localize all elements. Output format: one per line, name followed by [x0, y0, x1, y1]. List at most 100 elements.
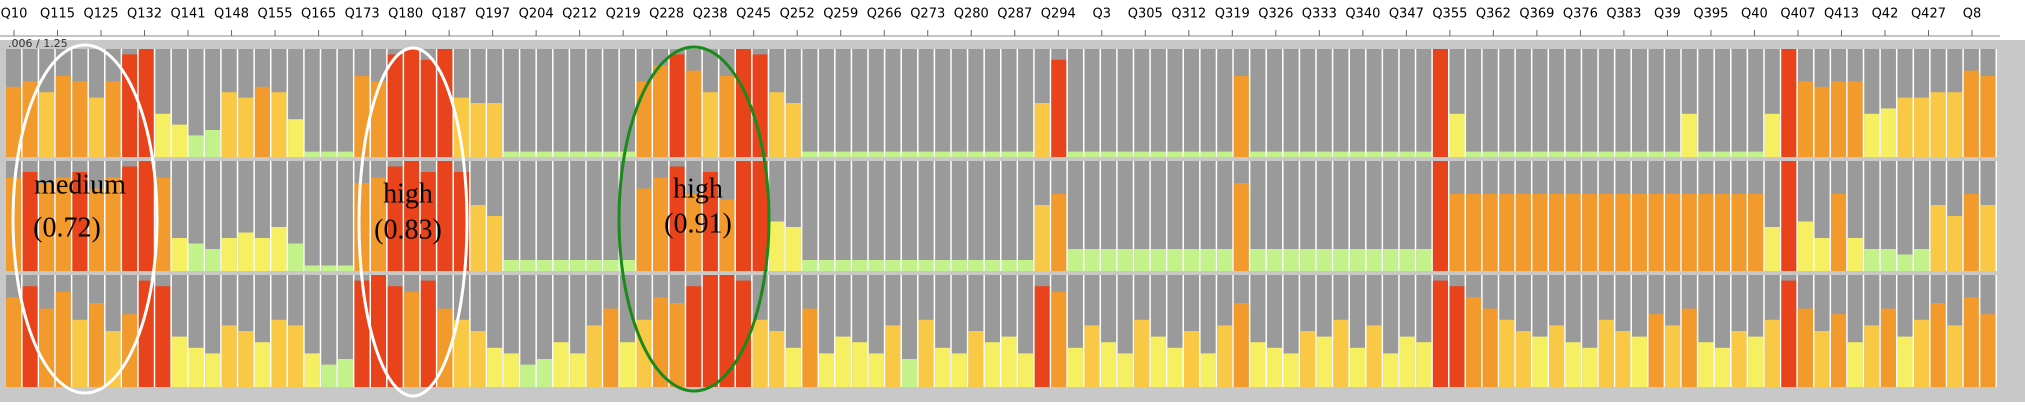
bar [39, 92, 55, 157]
bar [1200, 151, 1216, 157]
bar [603, 308, 619, 387]
bar [603, 260, 619, 271]
bar [901, 151, 918, 157]
bar [570, 260, 586, 271]
bar [371, 275, 387, 387]
bar [437, 161, 453, 271]
bar [1233, 183, 1249, 271]
bar [1184, 151, 1200, 157]
bar [1200, 249, 1216, 271]
bar [470, 205, 486, 271]
bar [72, 81, 88, 157]
bar [22, 286, 38, 387]
bar [1880, 249, 1896, 271]
bar [404, 49, 420, 157]
bar [1764, 227, 1780, 271]
bar [586, 325, 602, 387]
bar [1399, 151, 1415, 157]
bar [1300, 249, 1316, 271]
bar [619, 260, 635, 271]
bar [1897, 336, 1913, 387]
bar [702, 275, 718, 387]
bar [205, 353, 221, 387]
x-tick-label: Q305 [1128, 7, 1163, 22]
bar [536, 260, 553, 271]
bar [337, 265, 353, 271]
bar [1416, 249, 1432, 271]
bar [785, 103, 801, 157]
bar [304, 151, 320, 157]
x-tick-label: Q141 [171, 7, 206, 22]
bar [719, 76, 735, 157]
bar [1714, 194, 1731, 271]
bar [1598, 151, 1614, 157]
annotation-score: (0.83) [374, 214, 442, 245]
bar [138, 49, 154, 157]
bar [785, 347, 801, 387]
bar [1930, 205, 1946, 271]
bar [1250, 249, 1266, 271]
bar [818, 151, 835, 157]
bar [1814, 238, 1830, 271]
x-tick-label: Q252 [780, 7, 815, 22]
bar [1466, 151, 1482, 157]
bar [702, 92, 718, 157]
bar [1383, 353, 1399, 387]
bar [1001, 260, 1017, 271]
bar [6, 297, 22, 387]
bar [984, 151, 1000, 157]
bar [487, 347, 503, 387]
x-tick-label: Q125 [83, 7, 118, 22]
bar [1880, 308, 1896, 387]
bar [686, 70, 702, 157]
bar [470, 103, 486, 157]
bar [1084, 249, 1100, 271]
bar [1565, 194, 1581, 271]
bar [321, 151, 337, 157]
bar [553, 151, 569, 157]
bar [1283, 249, 1299, 271]
bar [1582, 194, 1598, 271]
bar [371, 81, 387, 157]
bar [1764, 319, 1780, 387]
bar [1831, 314, 1847, 387]
bar [1532, 336, 1548, 387]
annotations: medium (0.72) high (0.83) high (0.91) [11, 43, 771, 398]
bar [1764, 113, 1780, 157]
bar [1067, 347, 1083, 387]
bar [1416, 151, 1432, 157]
x-tick-label: Q40 [1741, 7, 1768, 22]
bar [304, 353, 320, 387]
bar [1814, 86, 1830, 157]
bar [1615, 151, 1631, 157]
bar [1482, 151, 1498, 157]
bar [852, 151, 868, 157]
bar [752, 161, 768, 271]
bar [371, 177, 387, 271]
bar [171, 238, 188, 271]
bar [1250, 342, 1266, 387]
bar [1233, 303, 1249, 387]
bar [487, 216, 503, 271]
bar [1897, 97, 1913, 157]
bar [586, 260, 602, 271]
bar [901, 359, 918, 387]
bar [968, 260, 984, 271]
bar [155, 177, 171, 271]
x-tick-label: Q340 [1345, 7, 1380, 22]
bar [1001, 336, 1017, 387]
bar [885, 260, 901, 271]
bar [653, 177, 669, 271]
bar [1781, 161, 1797, 271]
x-tick-label: Q413 [1824, 7, 1859, 22]
x-tick-label: Q155 [258, 7, 293, 22]
bar [503, 260, 519, 271]
bar [1034, 286, 1050, 387]
bar [1432, 280, 1448, 387]
bar [968, 331, 984, 387]
bar [1018, 353, 1034, 387]
bar [1383, 249, 1399, 271]
bar [1631, 194, 1648, 271]
x-tick-label: Q347 [1389, 7, 1424, 22]
